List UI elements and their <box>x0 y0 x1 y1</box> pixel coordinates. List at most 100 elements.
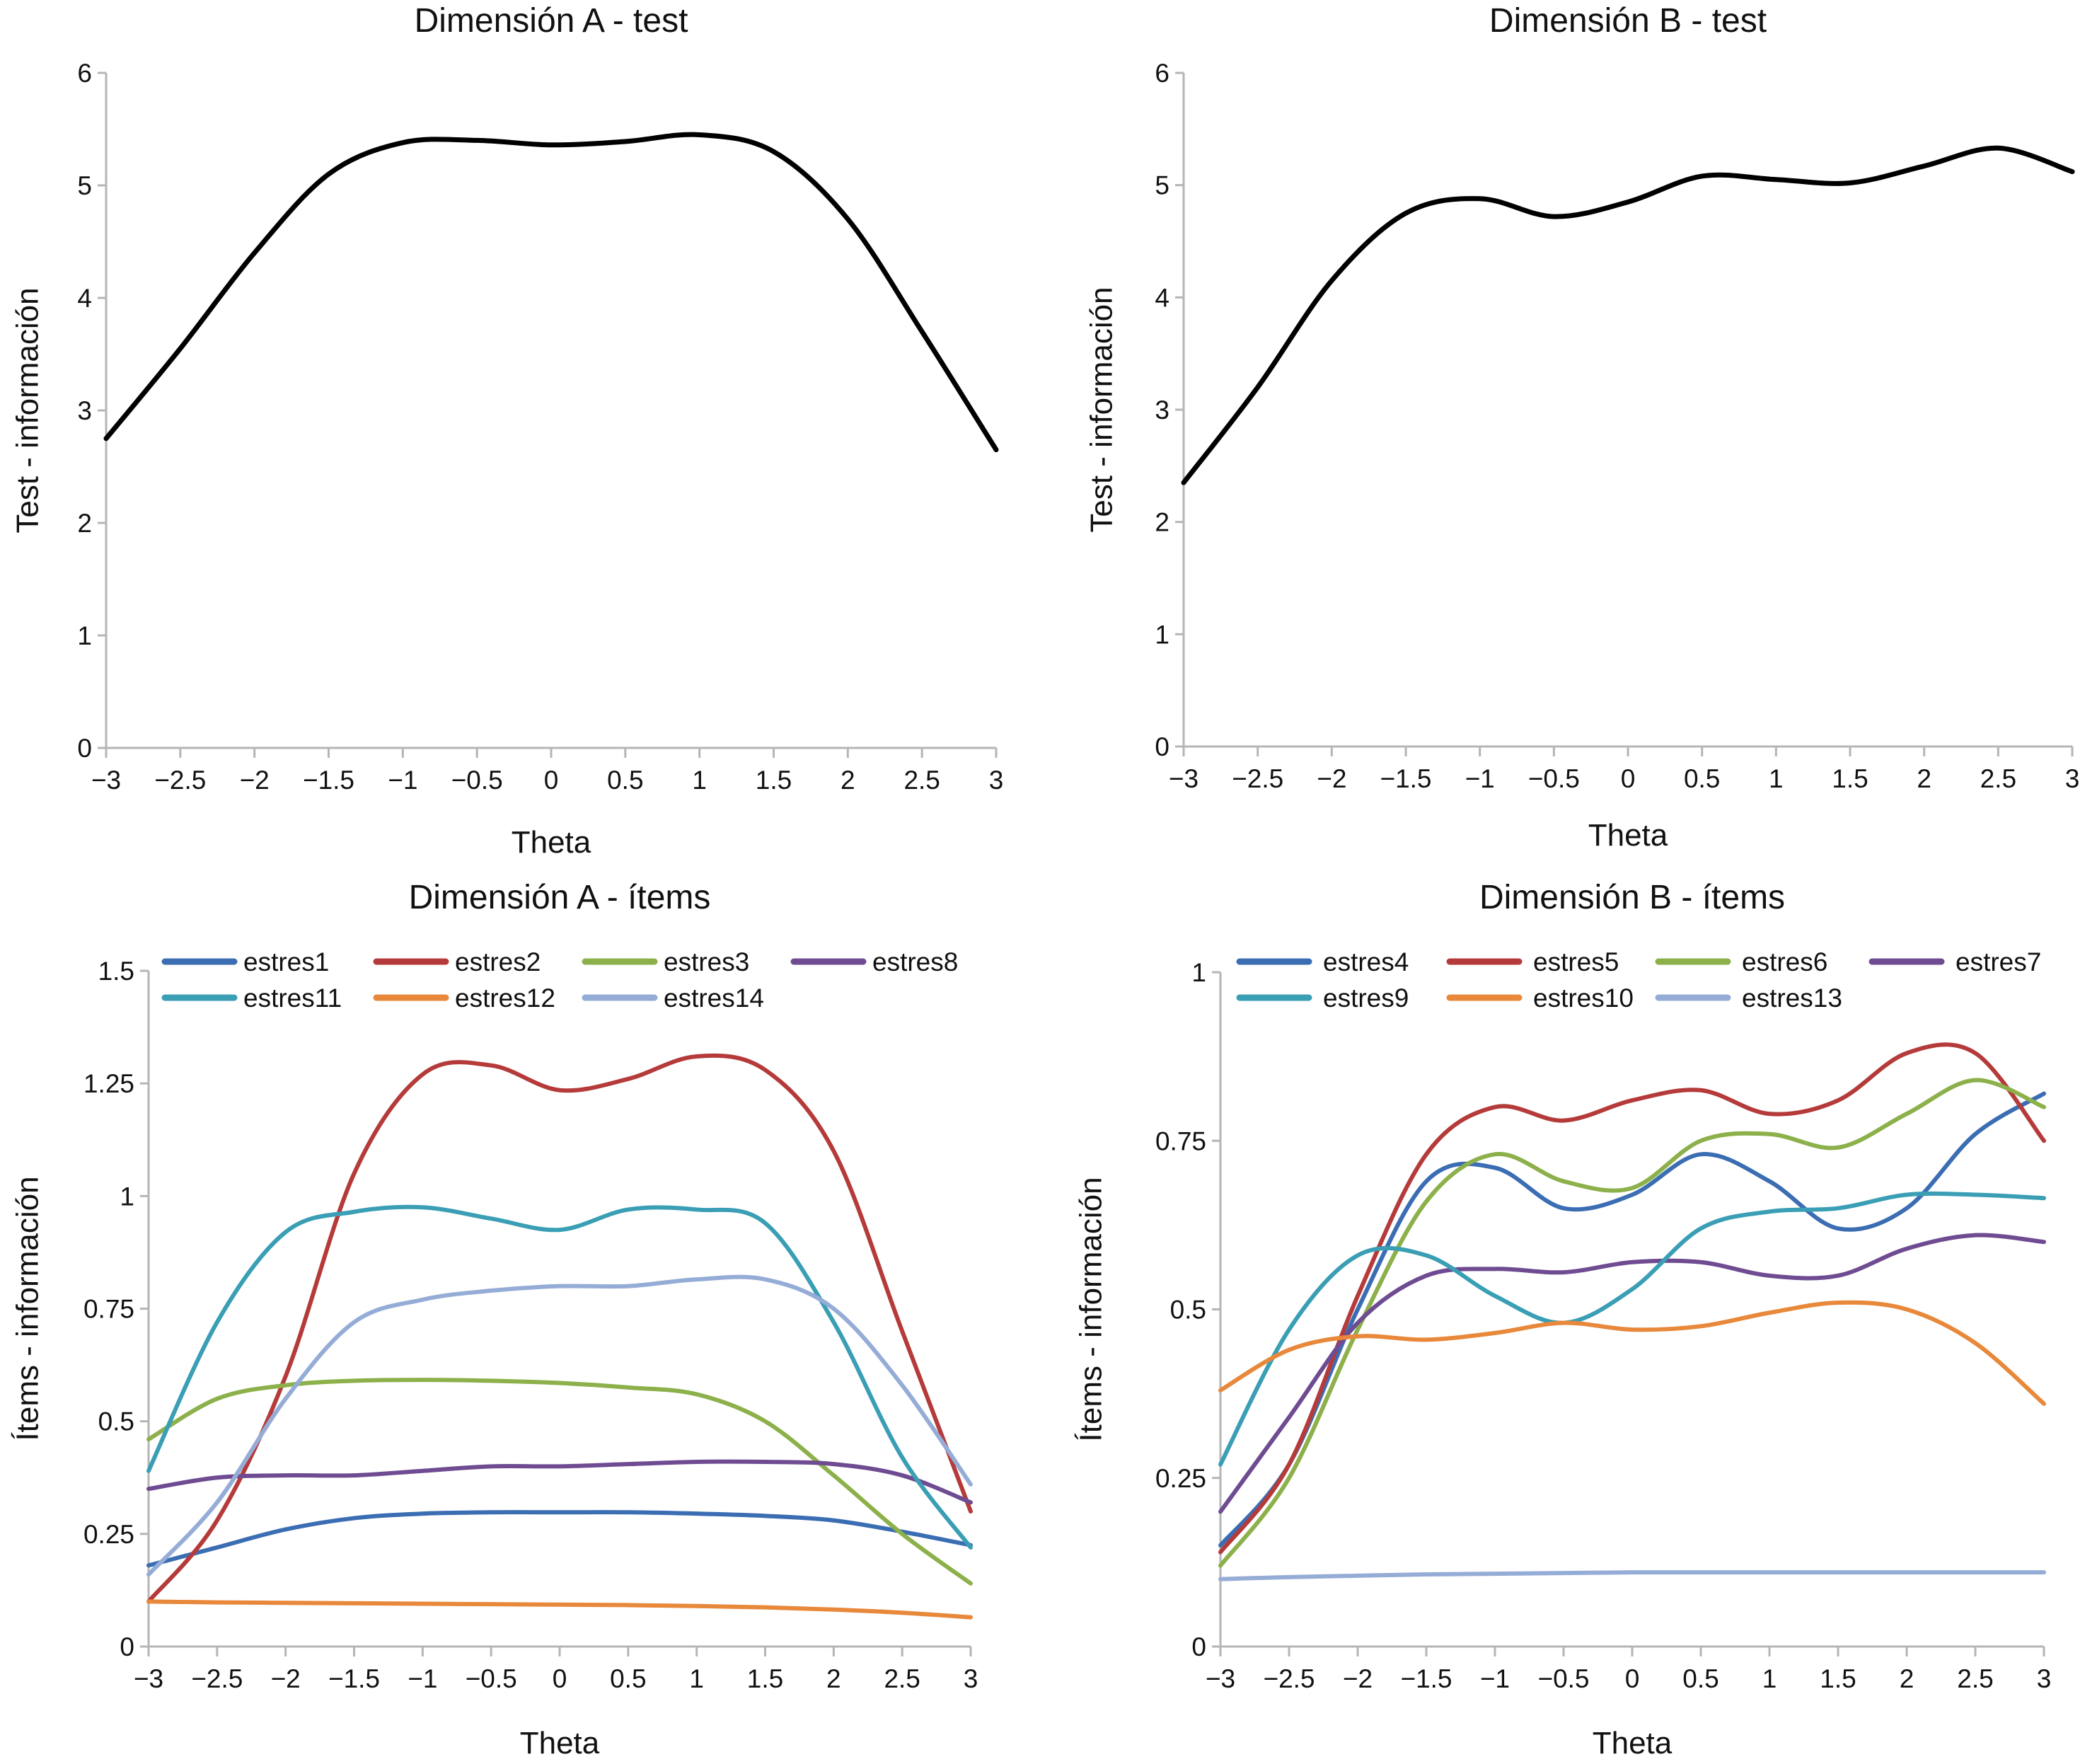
x-tick-label: −1 <box>1480 1664 1510 1693</box>
y-tick-label: 1 <box>1191 958 1206 987</box>
y-tick-label: 5 <box>1155 171 1169 200</box>
y-tick-label: 1.25 <box>83 1069 134 1098</box>
series-line-estres9 <box>1218 1191 2046 1467</box>
series-line-estres2 <box>146 1053 973 1604</box>
x-tick-label: −2.5 <box>1232 764 1283 793</box>
x-tick-label: 3 <box>964 1664 978 1693</box>
legend-label: estres9 <box>1323 984 1409 1013</box>
x-tick-label: −1 <box>408 1664 437 1693</box>
x-tick-label: 0.5 <box>1682 1664 1719 1693</box>
x-tick-label: 2 <box>1917 764 1931 793</box>
series-line-test <box>103 132 999 453</box>
x-tick-label: −2.5 <box>191 1664 243 1693</box>
series-line-estres5 <box>1218 1042 2046 1555</box>
x-tick-label: 0 <box>544 766 559 795</box>
y-tick-label: 0 <box>1191 1632 1206 1661</box>
x-tick-label: −2 <box>240 766 270 795</box>
x-tick-label: 2.5 <box>903 766 940 795</box>
legend-label: estres7 <box>1956 947 2041 976</box>
legend-label: estres3 <box>664 947 749 976</box>
legend-item-estres9: estres9 <box>1236 984 1409 1013</box>
x-tick-label: −0.5 <box>451 766 503 795</box>
x-tick-label: 3 <box>2065 764 2080 793</box>
x-tick-label: 0 <box>553 1664 567 1693</box>
legend-label: estres6 <box>1742 947 1827 976</box>
x-tick-label: 1 <box>689 1664 704 1693</box>
x-tick-label: 2 <box>1900 1664 1914 1693</box>
y-tick-label: 1 <box>1155 620 1169 649</box>
x-tick-label: −1 <box>388 766 417 795</box>
legend-item-estres12: estres12 <box>373 984 555 1013</box>
legend-item-estres10: estres10 <box>1446 984 1634 1013</box>
y-axis-label: Test - información <box>11 287 45 533</box>
x-tick-label: −2.5 <box>1263 1664 1315 1693</box>
y-tick-label: 2 <box>1155 508 1169 537</box>
x-tick-label: −2 <box>1317 764 1346 793</box>
x-tick-label: −2 <box>1343 1664 1373 1693</box>
x-tick-label: −2 <box>271 1664 301 1693</box>
legend-item-estres13: estres13 <box>1655 984 1842 1013</box>
series-line-estres8 <box>146 1459 973 1505</box>
x-axis-label: Theta <box>1588 818 1668 853</box>
legend-item-estres6: estres6 <box>1655 947 1827 976</box>
x-tick-label: −1 <box>1465 764 1495 793</box>
series-line-estres7 <box>1218 1233 2046 1514</box>
x-tick-label: −1.5 <box>1380 764 1431 793</box>
chart-title: Dimensión A - ítems <box>409 879 711 916</box>
legend-item-estres14: estres14 <box>582 984 764 1013</box>
x-tick-label: 0 <box>1621 764 1636 793</box>
chart-panel-2: Dimensión B - test Theta Test - informació… <box>1085 2 2080 853</box>
y-axis-label: Test - información <box>1085 287 1119 532</box>
y-tick-label: 0.25 <box>83 1520 134 1549</box>
y-tick-label: 0.75 <box>1155 1126 1206 1155</box>
x-tick-label: −2.5 <box>154 766 206 795</box>
legend-label: estres10 <box>1533 984 1634 1013</box>
chart-panel-4: Dimensión B - ítems Theta Ítems - informac… <box>1074 879 2052 1760</box>
x-tick-label: 2 <box>841 766 855 795</box>
y-tick-label: 0 <box>77 734 92 763</box>
x-tick-label: −1.5 <box>1400 1664 1452 1693</box>
y-tick-label: 1 <box>77 621 92 650</box>
x-tick-label: −0.5 <box>1537 1664 1589 1693</box>
x-axis-label: Theta <box>1593 1726 1673 1760</box>
y-tick-label: 5 <box>77 171 92 200</box>
x-tick-label: 1.5 <box>747 1664 783 1693</box>
chart-panel-1: Dimensión A - test Theta Test - informació… <box>11 2 1004 860</box>
chart-title: Dimensión B - test <box>1489 2 1767 40</box>
chart-panel-3: Dimensión A - ítems Theta Ítems - informac… <box>11 879 978 1760</box>
legend-item-estres5: estres5 <box>1446 947 1619 976</box>
legend-label: estres11 <box>243 984 342 1013</box>
x-tick-label: 0.5 <box>1684 764 1720 793</box>
y-tick-label: 4 <box>77 284 92 313</box>
series-line-estres13 <box>1218 1570 2046 1581</box>
x-tick-label: 1.5 <box>756 766 792 795</box>
x-tick-label: 2 <box>826 1664 841 1693</box>
series-line-estres6 <box>1218 1078 2046 1568</box>
legend-label: estres8 <box>872 947 958 976</box>
x-tick-label: 0.5 <box>610 1664 646 1693</box>
y-tick-label: 1 <box>120 1182 134 1211</box>
series-line-test <box>1181 145 2075 485</box>
y-tick-label: 3 <box>77 396 92 425</box>
x-tick-label: −1.5 <box>303 766 354 795</box>
legend-item-estres3: estres3 <box>582 947 749 976</box>
series-line-estres12 <box>146 1599 973 1620</box>
y-tick-label: 4 <box>1155 283 1169 312</box>
x-tick-label: 1.5 <box>1820 1664 1856 1693</box>
y-tick-label: 0.5 <box>1170 1296 1206 1325</box>
series-line-estres14 <box>146 1274 973 1577</box>
series-line-estres1 <box>146 1510 973 1568</box>
legend-label: estres13 <box>1742 984 1842 1013</box>
x-tick-label: −3 <box>134 1664 163 1693</box>
legend-label: estres1 <box>243 947 329 976</box>
x-tick-label: 1 <box>1769 764 1784 793</box>
y-tick-label: 3 <box>1155 396 1169 425</box>
x-tick-label: 0 <box>1625 1664 1640 1693</box>
x-tick-label: 2.5 <box>884 1664 920 1693</box>
series-line-estres10 <box>1218 1300 2046 1406</box>
legend-item-estres7: estres7 <box>1869 947 2041 976</box>
y-tick-label: 0.25 <box>1155 1464 1206 1493</box>
legend-item-estres2: estres2 <box>373 947 541 976</box>
